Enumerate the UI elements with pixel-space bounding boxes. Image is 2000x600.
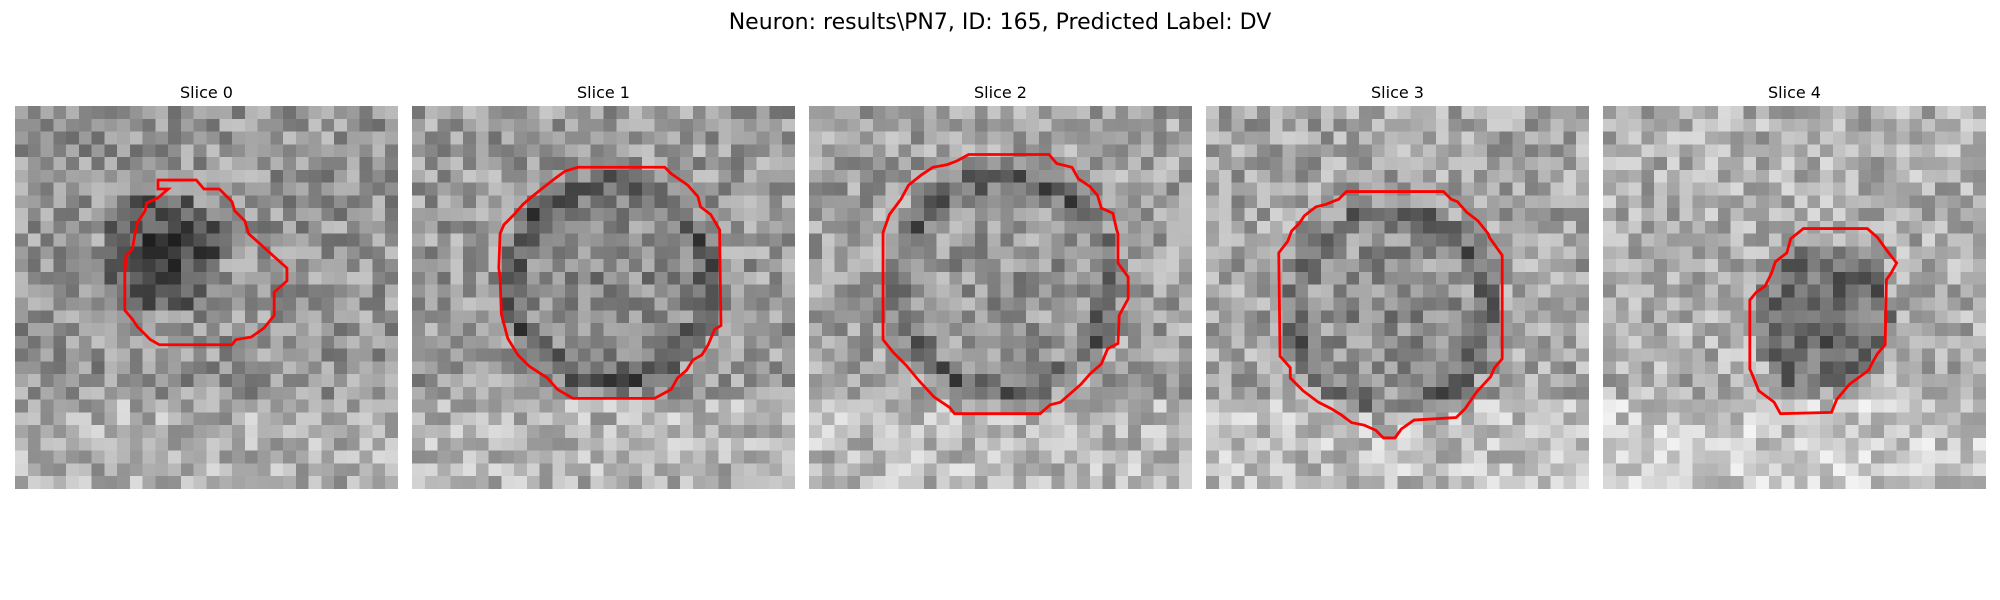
slice-pixels-4 <box>1603 106 1986 489</box>
neuron-contour-4 <box>1748 227 1899 416</box>
slice-panel-0: Slice 0 <box>15 84 398 489</box>
slice-panel-4: Slice 4 <box>1603 84 1986 489</box>
slice-panel-2: Slice 2 <box>809 84 1192 489</box>
slice-title-1: Slice 1 <box>577 83 630 102</box>
neuron-contour-2 <box>881 153 1130 416</box>
slice-image-1 <box>412 106 795 489</box>
slice-image-0 <box>15 106 398 489</box>
slice-title-4: Slice 4 <box>1768 83 1821 102</box>
slice-title-3: Slice 3 <box>1371 83 1424 102</box>
neuron-contour-0 <box>123 178 289 347</box>
slice-pixels-3 <box>1206 106 1589 489</box>
neuron-contour-3 <box>1277 190 1504 440</box>
slice-title-2: Slice 2 <box>974 83 1027 102</box>
slice-title-0: Slice 0 <box>180 83 233 102</box>
slice-pixels-0 <box>15 106 398 489</box>
slice-image-4 <box>1603 106 1986 489</box>
slice-pixels-1 <box>412 106 795 489</box>
slice-image-2 <box>809 106 1192 489</box>
neuron-contour-1 <box>497 165 723 400</box>
figure-title: Neuron: results\PN7, ID: 165, Predicted … <box>728 10 1272 35</box>
slice-pixels-2 <box>809 106 1192 489</box>
slice-panel-3: Slice 3 <box>1206 84 1589 489</box>
slice-image-3 <box>1206 106 1589 489</box>
slice-panel-1: Slice 1 <box>412 84 795 489</box>
